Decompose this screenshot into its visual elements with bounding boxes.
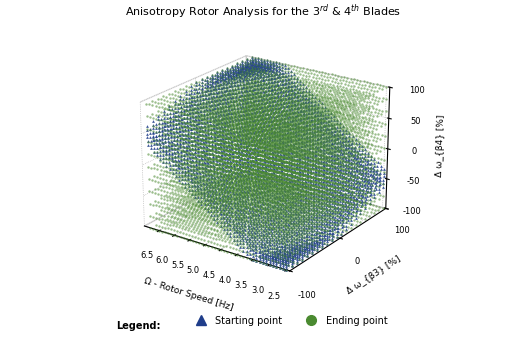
X-axis label: Ω - Rotor Speed [Hz]: Ω - Rotor Speed [Hz] (143, 276, 234, 312)
Y-axis label: Δ ω_{β3} [%]: Δ ω_{β3} [%] (345, 255, 402, 296)
Text: Legend:: Legend: (116, 321, 160, 331)
Title: Anisotropy Rotor Analysis for the 3$^{rd}$ & 4$^{th}$ Blades: Anisotropy Rotor Analysis for the 3$^{rd… (125, 2, 401, 21)
Legend: Starting point, Ending point: Starting point, Ending point (187, 312, 392, 330)
